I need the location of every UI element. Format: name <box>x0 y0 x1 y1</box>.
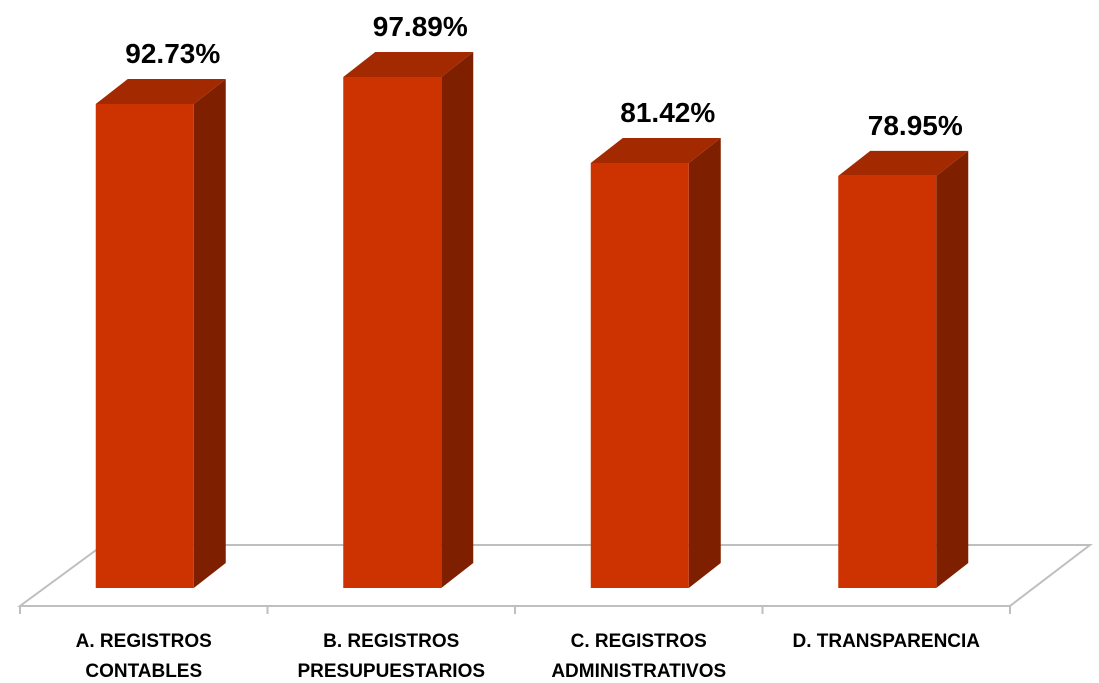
bar-top <box>838 150 969 176</box>
value-label: 97.89% <box>373 11 468 42</box>
x-tick-label: D. TRANSPARENCIA <box>792 631 980 652</box>
value-label: 78.95% <box>868 110 963 141</box>
bar-side <box>688 137 721 588</box>
bar-side <box>936 150 969 589</box>
x-tick-label: C. REGISTROS ADMINISTRATIVOS <box>551 631 726 682</box>
x-tick-label: B. REGISTROS PRESUPUESTARIOS <box>297 631 485 682</box>
bar <box>95 78 226 588</box>
bar <box>590 137 721 588</box>
bar-front <box>95 103 194 588</box>
floor <box>16 544 1093 607</box>
x-tick-label: A. REGISTROS CONTABLES <box>76 631 212 682</box>
bar-top <box>590 137 721 163</box>
bar-side <box>441 52 474 588</box>
bar-top <box>343 52 474 78</box>
bar <box>343 52 474 589</box>
value-label: 92.73% <box>125 38 220 69</box>
bar-front <box>838 175 937 589</box>
bar-front <box>590 162 689 588</box>
bar-front <box>343 77 442 589</box>
bar <box>838 150 969 589</box>
bar-side <box>193 78 226 588</box>
value-label: 81.42% <box>620 97 715 128</box>
bar-top <box>95 78 226 104</box>
